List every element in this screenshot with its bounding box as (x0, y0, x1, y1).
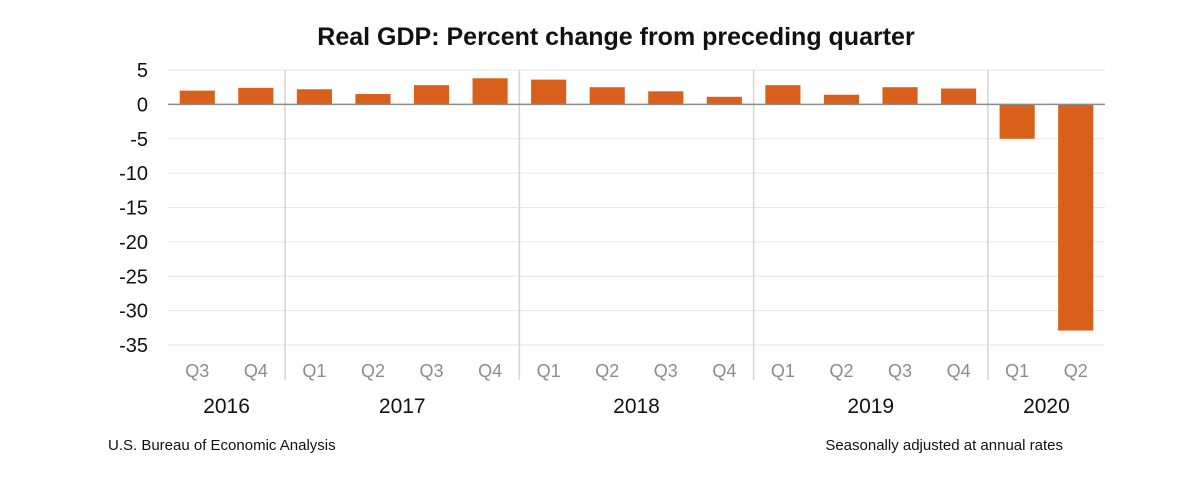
bar (413, 85, 450, 105)
x-tick-label: Q3 (185, 361, 209, 381)
y-tick-label: -30 (119, 301, 148, 323)
x-tick-label: Q3 (654, 361, 678, 381)
x-tick-label: Q1 (302, 361, 326, 381)
x-tick-label: Q1 (537, 361, 561, 381)
bar (179, 90, 215, 105)
bar (355, 94, 391, 105)
seasonal-note: Seasonally adjusted at annual rates (825, 437, 1063, 454)
x-tick-label: Q2 (829, 361, 853, 381)
bar (882, 87, 918, 105)
bar (999, 104, 1035, 139)
year-label: 2020 (1023, 395, 1070, 418)
gridlines (168, 69, 1105, 346)
bar (941, 88, 977, 105)
x-axis-year-labels: 2016 2017 2018 2019 2020 (203, 395, 1070, 418)
bar (648, 91, 684, 105)
bar (296, 89, 332, 105)
x-tick-label: Q4 (712, 361, 736, 381)
year-label: 2017 (379, 395, 426, 418)
x-tick-label: Q4 (947, 361, 971, 381)
y-tick-label: -35 (119, 335, 148, 357)
year-label: 2018 (613, 395, 660, 418)
chart-title: Real GDP: Percent change from preceding … (317, 23, 915, 51)
y-tick-label: 0 (137, 94, 148, 116)
y-tick-label: -20 (119, 232, 148, 254)
bar (765, 85, 801, 105)
x-tick-label: Q4 (478, 361, 502, 381)
y-tick-label: 5 (137, 60, 148, 82)
year-label: 2016 (203, 395, 250, 418)
x-tick-label: Q2 (1064, 361, 1088, 381)
x-tick-label: Q1 (1005, 361, 1029, 381)
bars (179, 78, 1094, 331)
source-note: U.S. Bureau of Economic Analysis (108, 437, 336, 454)
y-axis-ticks: 5 0 -5 -10 -15 -20 -25 -30 -35 (119, 60, 148, 357)
x-tick-label: Q1 (771, 361, 795, 381)
bar (823, 94, 860, 105)
x-tick-label: Q4 (244, 361, 268, 381)
bar (531, 79, 567, 105)
x-tick-label: Q2 (595, 361, 619, 381)
bar (1058, 104, 1094, 331)
x-tick-label: Q2 (361, 361, 385, 381)
x-tick-label: Q3 (888, 361, 912, 381)
y-tick-label: -5 (130, 129, 148, 151)
bar (706, 96, 742, 105)
year-label: 2019 (847, 395, 894, 418)
bar (472, 78, 508, 105)
bar (238, 87, 274, 105)
y-tick-label: -25 (119, 266, 148, 288)
y-tick-label: -15 (119, 198, 148, 220)
x-axis-quarter-ticks: Q3 Q4 Q1 Q2 Q3 Q4 Q1 Q2 Q3 Q4 Q1 Q2 Q3 Q4 Q1 Q2 (185, 361, 1087, 381)
y-tick-label: -10 (119, 163, 148, 185)
bar (589, 87, 625, 105)
year-separators (284, 70, 989, 380)
x-tick-label: Q3 (420, 361, 444, 381)
